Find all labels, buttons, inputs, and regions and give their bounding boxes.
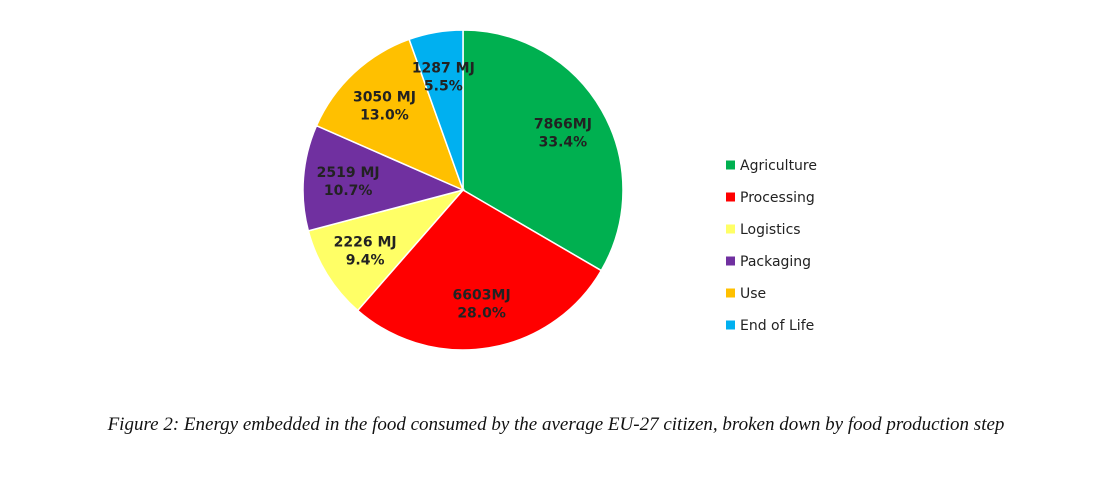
slice-percent-label: 33.4% — [539, 135, 588, 151]
slice-value-label: 6603MJ — [453, 288, 511, 304]
slice-label-packaging: 2519 MJ 10.7% — [317, 165, 380, 199]
slice-label-logistics: 2226 MJ 9.4% — [334, 235, 397, 269]
legend-label-packaging: Packaging — [740, 254, 811, 270]
legend-swatch-agriculture — [726, 160, 735, 170]
legend-label-agriculture: Agriculture — [740, 158, 817, 174]
slice-value-label: 2226 MJ — [334, 235, 397, 251]
pie-slice-processing — [356, 189, 603, 351]
slice-value-label: 3050 MJ — [353, 90, 416, 106]
legend-label-use: Use — [740, 286, 766, 302]
slice-label-end-of-life: 1287 MJ 5.5% — [412, 60, 475, 94]
legend-label-processing: Processing — [740, 190, 815, 206]
slice-percent-label: 28.0% — [457, 306, 506, 322]
legend-label-end-of-life: End of Life — [740, 318, 814, 334]
slice-percent-label: 9.4% — [346, 253, 385, 269]
slice-percent-label: 13.0% — [360, 108, 409, 124]
legend-swatch-use — [726, 288, 735, 298]
slice-value-label: 1287 MJ — [412, 60, 475, 76]
pie-slice-use — [315, 38, 465, 192]
legend-label-logistics: Logistics — [740, 222, 801, 238]
pie-slice-end-of-life — [408, 29, 464, 191]
legend-swatch-end-of-life — [726, 320, 735, 330]
slice-percent-label: 10.7% — [324, 183, 373, 199]
pie-slice-agriculture — [462, 29, 624, 272]
pie-slice-logistics — [307, 188, 466, 312]
slice-label-processing: 6603MJ 28.0% — [453, 288, 511, 322]
slice-label-agriculture: 7866MJ 33.4% — [534, 117, 592, 151]
legend-swatch-packaging — [726, 256, 735, 266]
legend-swatch-logistics — [726, 224, 735, 234]
pie-slices — [302, 29, 624, 351]
slice-value-label: 2519 MJ — [317, 165, 380, 181]
slice-label-use: 3050 MJ 13.0% — [353, 90, 416, 124]
figure-caption: Figure 2: Energy embedded in the food co… — [107, 414, 1005, 435]
pie-labels: 7866MJ 33.4% 6603MJ 28.0% 2226 MJ 9.4% 2519 MJ… — [317, 60, 592, 321]
legend-swatch-processing — [726, 192, 735, 202]
legend: Agriculture Processing Logistics Packaging U… — [726, 158, 817, 334]
slice-value-label: 7866MJ — [534, 117, 592, 133]
pie-slice-packaging — [302, 124, 466, 232]
slice-percent-label: 5.5% — [424, 78, 463, 94]
